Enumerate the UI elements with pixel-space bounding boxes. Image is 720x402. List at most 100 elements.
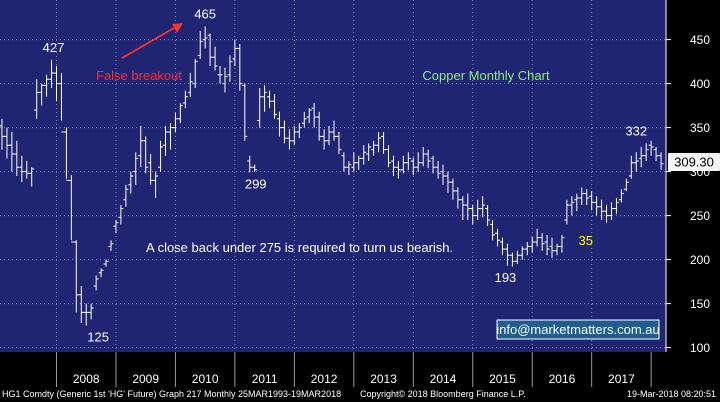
ohlc-bar: [400, 155, 406, 174]
ohlc-bar: [128, 171, 134, 194]
ohlc-bar: [539, 233, 545, 251]
ohlc-bar: [589, 190, 595, 211]
y-tick-label: 350: [690, 121, 710, 135]
ohlc-bar: [0, 118, 5, 150]
ohlc-bar: [499, 237, 505, 256]
ohlc-bar: [24, 161, 30, 179]
ohlc-bar: [182, 90, 188, 109]
ohlc-bar: [187, 73, 193, 97]
price-labels: 427 465 299 125 193 35 332: [43, 6, 647, 344]
y-tick-label: 250: [690, 209, 710, 223]
ohlc-bar: [465, 193, 471, 220]
y-tick-label: 400: [690, 77, 710, 91]
ohlc-bar: [504, 243, 510, 266]
ohlc-bar: [450, 178, 456, 200]
arrow-icon: [121, 23, 183, 59]
ohlc-bar: [103, 259, 109, 267]
ohlc-bar: [361, 145, 367, 165]
price-label: 299: [245, 176, 267, 191]
ohlc-bar: [430, 155, 436, 174]
ohlc-bar: [395, 161, 401, 179]
ohlc-bar: [227, 55, 233, 82]
ohlc-bar: [638, 146, 644, 168]
ohlc-bar: [29, 167, 35, 187]
ohlc-bar: [53, 66, 59, 102]
ohlc-bar: [321, 129, 327, 150]
ohlc-bar: [490, 220, 496, 241]
email-box: info@marketmatters.com.au: [496, 319, 660, 340]
ohlc-bar: [495, 228, 501, 247]
ohlc-bar: [113, 220, 119, 234]
ohlc-bar: [574, 193, 580, 212]
ohlc-bar: [420, 146, 426, 167]
x-tick-label: 2017: [608, 372, 635, 386]
ohlc-bar: [296, 123, 302, 139]
ohlc-bar: [544, 234, 550, 256]
ohlc-bar: [217, 66, 223, 84]
x-tick-label: 2012: [311, 372, 338, 386]
ohlc-bar: [63, 127, 69, 181]
y-tick-label: 150: [690, 297, 710, 311]
x-tick-label: 2010: [192, 372, 219, 386]
ohlc-bar: [9, 132, 15, 172]
ohlc-bar: [158, 140, 164, 172]
ohlc-bar: [212, 46, 218, 71]
ohlc-bar: [88, 303, 94, 320]
y-tick-label: 200: [690, 253, 710, 267]
last-price-badge: 309.30: [668, 153, 720, 171]
price-label: 193: [495, 270, 517, 285]
footer-timestamp: 19-Mar-2018 08:20:51: [626, 389, 716, 399]
y-tick-label: 100: [690, 341, 710, 355]
y-axis-panel: [666, 0, 720, 352]
ohlc-bar: [257, 88, 263, 128]
ohlc-bar: [415, 152, 421, 172]
ohlc-bar: [153, 171, 159, 198]
ohlc-bar: [19, 155, 25, 183]
x-tick-label: 2015: [489, 372, 516, 386]
ohlc-bar: [202, 26, 208, 49]
ohlc-bar: [252, 164, 258, 172]
ohlc-bar: [405, 152, 411, 170]
ohlc-bar: [262, 85, 268, 112]
ohlc-bar: [425, 149, 431, 169]
ohlc-bar: [14, 140, 20, 176]
ohlc-bar: [514, 250, 520, 264]
x-axis-ticks: 2008 2009 2010 2011 2012 2013 2014 2015 2016 2017: [55, 352, 652, 387]
ohlc-bar: [564, 199, 570, 225]
ohlc-bar: [143, 136, 149, 174]
footer-copyright: Copyright© 2018 Bloomberg Finance L.P.: [360, 389, 526, 399]
ohlc-bar: [440, 164, 446, 185]
ohlc-bar: [435, 161, 441, 179]
ohlc-bar: [455, 187, 461, 209]
ohlc-bar: [376, 132, 382, 153]
email-text: info@marketmatters.com.au: [496, 322, 659, 337]
ohlc-bar: [133, 152, 139, 185]
ohlc-bar: [584, 189, 590, 206]
ohlc-bar: [172, 112, 178, 132]
price-label: 465: [194, 6, 216, 21]
ohlc-bar: [247, 155, 253, 173]
ohlc-bar: [237, 44, 243, 91]
ohlc-bar: [4, 127, 10, 159]
ohlc-bar: [177, 102, 183, 124]
ohlc-bar: [623, 178, 629, 191]
ohlc-bar: [534, 228, 540, 247]
grid-lines: [0, 0, 666, 352]
ohlc-bar: [351, 152, 357, 172]
ohlc-bar: [524, 242, 530, 256]
ohlc-bar: [559, 234, 565, 253]
ohlc-bar: [286, 129, 292, 150]
x-axis-panel: [0, 352, 720, 387]
ohlc-bar: [529, 236, 535, 253]
ohlc-bar: [470, 205, 476, 225]
x-tick-label: 2016: [549, 372, 576, 386]
ohlc-bar: [281, 120, 287, 144]
ohlc-bar: [618, 189, 624, 203]
last-price-value: 309.30: [674, 155, 714, 170]
ohlc-bar: [148, 154, 154, 185]
ohlc-bar: [326, 125, 332, 146]
ohlc-bar: [44, 74, 50, 97]
ohlc-bar: [599, 199, 605, 220]
ohlc-bar: [549, 237, 555, 258]
